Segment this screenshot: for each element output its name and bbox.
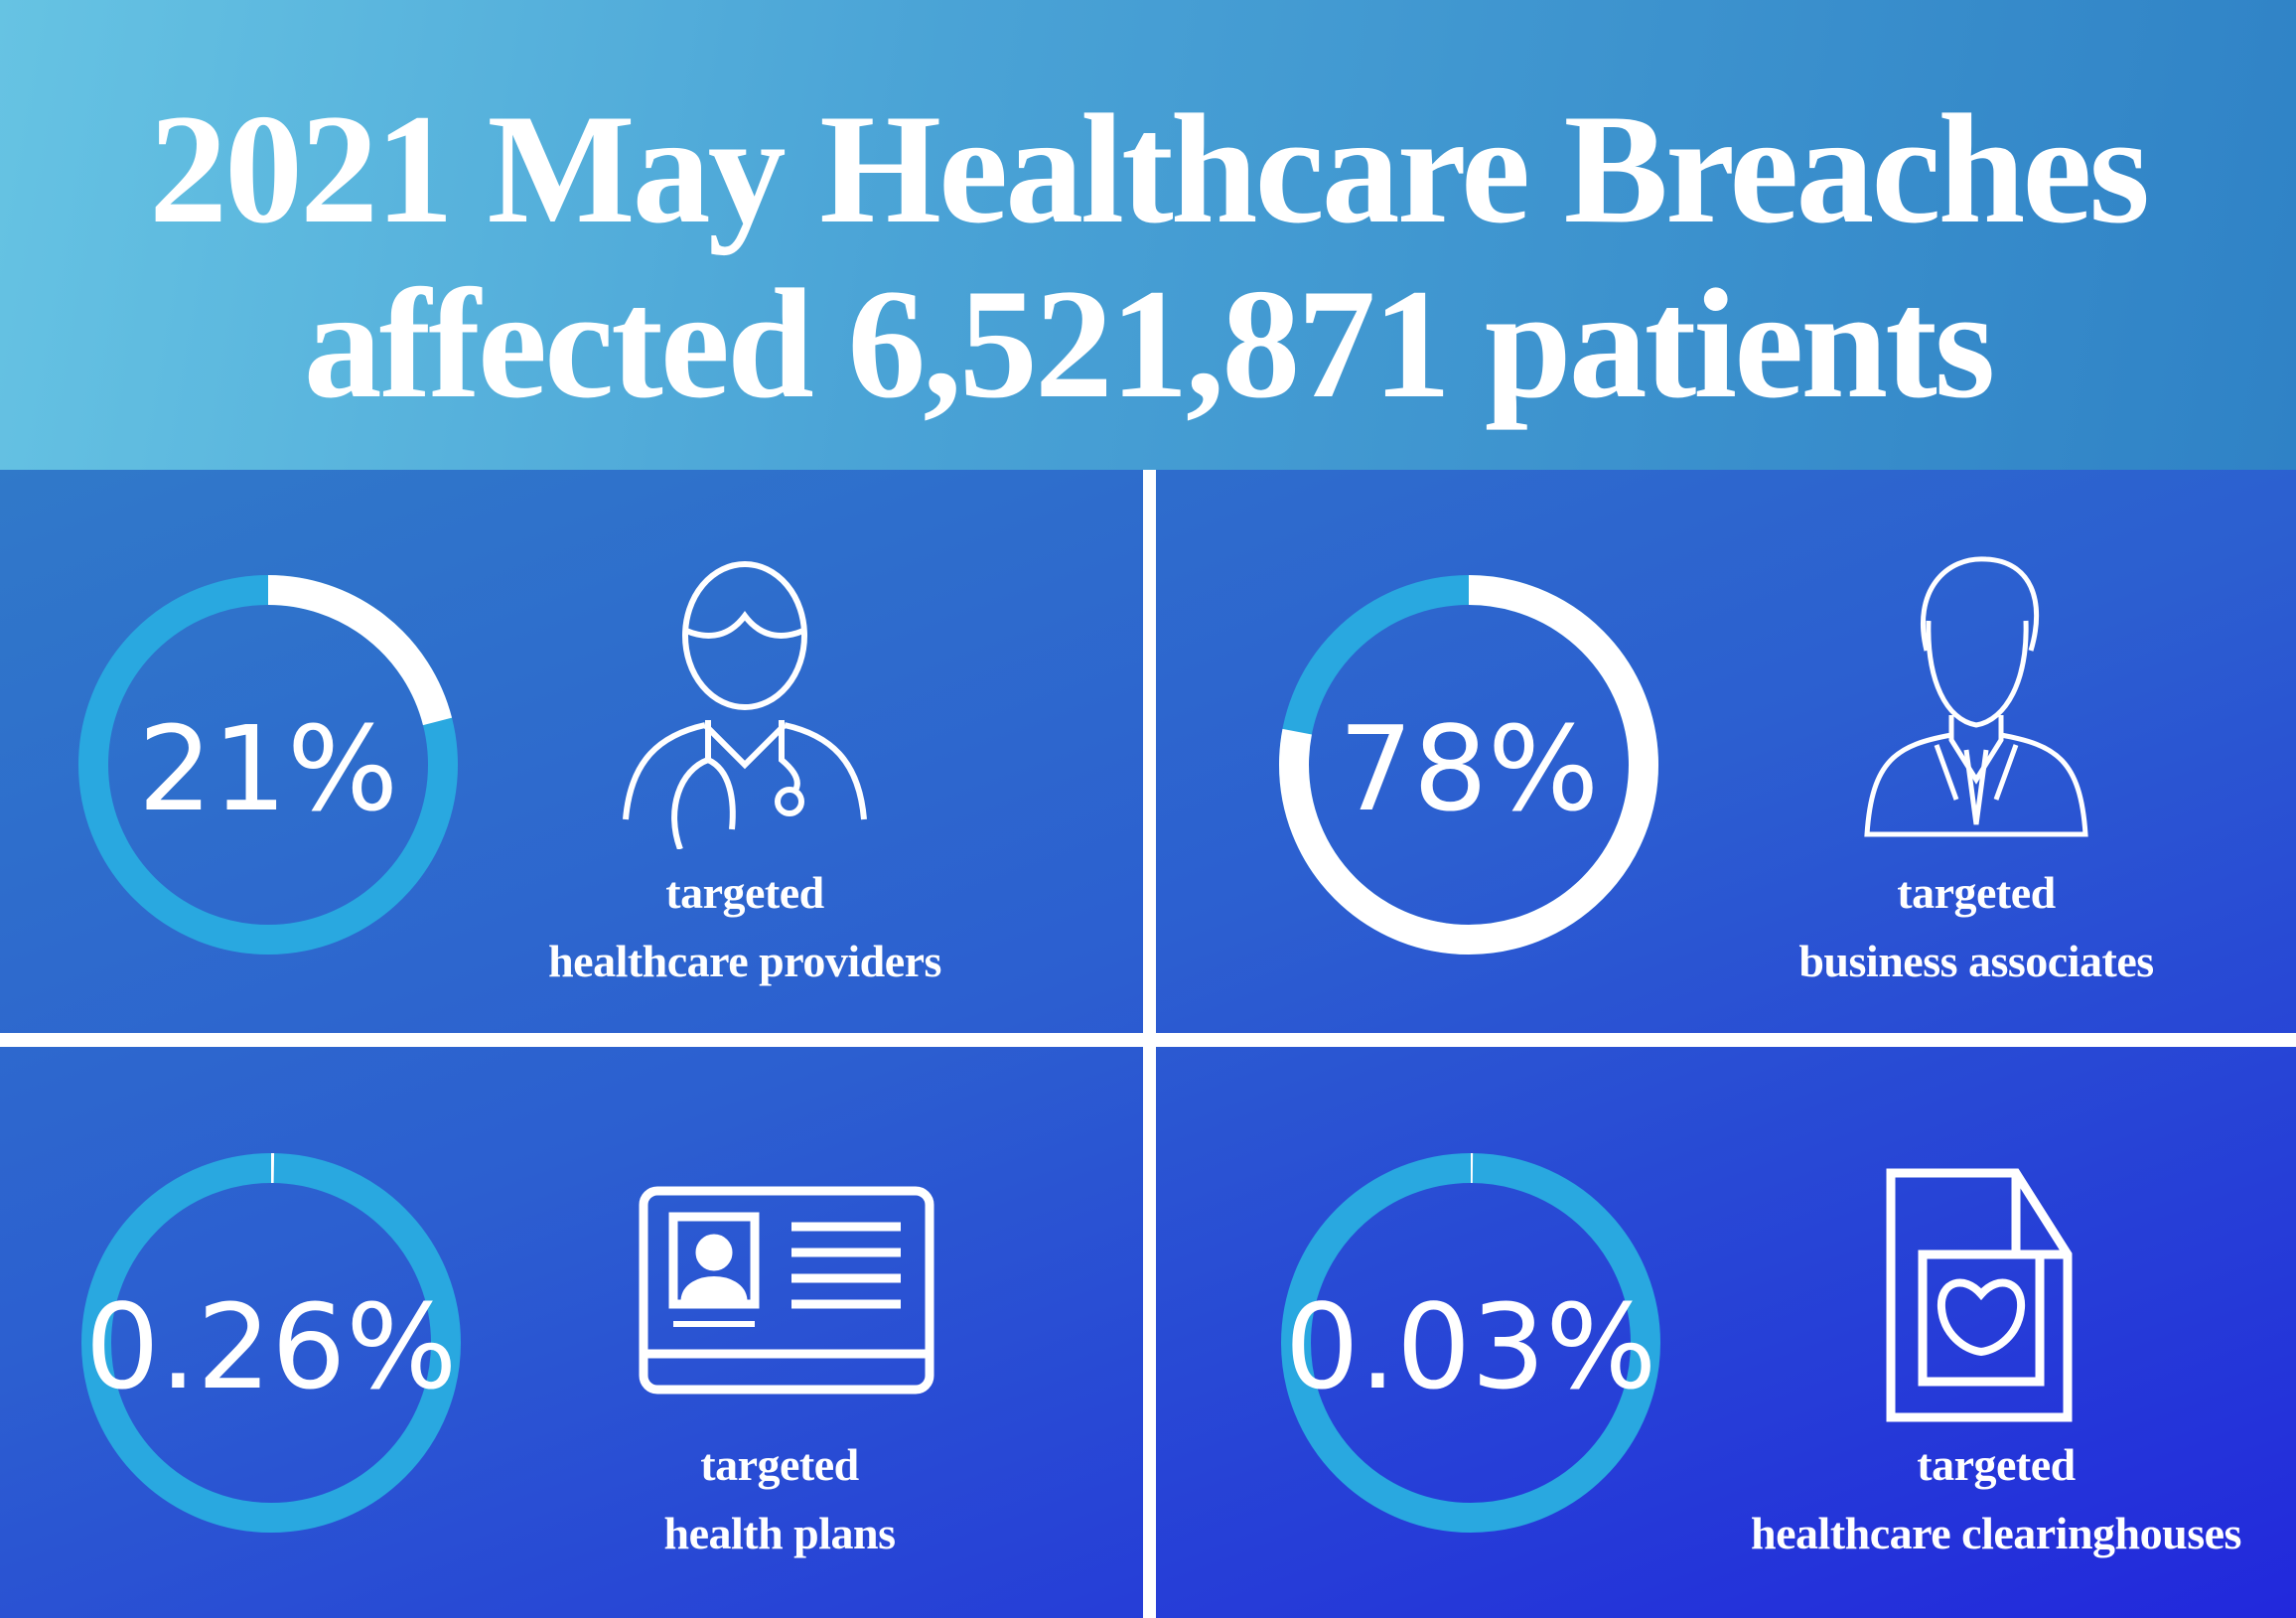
label-line2-business-associates: business associates (1798, 936, 2154, 986)
medical-document-icon (1886, 1168, 2073, 1422)
progress-ring-clearinghouses (1281, 1153, 1660, 1533)
progress-ring-business-associates (1279, 575, 1658, 955)
percent-clearinghouses: 0.03% (1284, 1278, 1657, 1415)
label-line1-business-associates: targeted (1897, 867, 2056, 918)
doctor-icon (623, 561, 867, 849)
label-line2-providers: healthcare providers (548, 936, 941, 986)
title-line-2: affected 6,521,871 patients (303, 257, 1996, 431)
progress-ring-providers (78, 575, 458, 955)
percent-health-plans: 0.26% (84, 1278, 458, 1415)
label-line1-health-plans: targeted (700, 1439, 859, 1490)
title-line-1: 2021 May Healthcare Breaches (149, 82, 2150, 256)
ring-progress-arc (78, 575, 458, 955)
percent-providers: 21% (137, 700, 399, 837)
label-line2-health-plans: health plans (663, 1508, 896, 1558)
ring-progress-arc (1281, 1153, 1660, 1533)
horizontal-divider (0, 1033, 2296, 1047)
label-line1-clearinghouses: targeted (1917, 1439, 2076, 1490)
id-card-icon (639, 1186, 934, 1395)
progress-ring-health-plans (81, 1153, 461, 1533)
percent-business-associates: 78% (1338, 700, 1600, 837)
businessman-icon (1864, 556, 2088, 837)
label-line1-providers: targeted (665, 867, 824, 918)
label-line2-clearinghouses: healthcare clearinghouses (1751, 1508, 2241, 1558)
ring-progress-arc (1279, 575, 1658, 955)
ring-progress-arc (81, 1153, 461, 1533)
header-banner: 2021 May Healthcare Breaches affected 6,… (0, 0, 2296, 470)
